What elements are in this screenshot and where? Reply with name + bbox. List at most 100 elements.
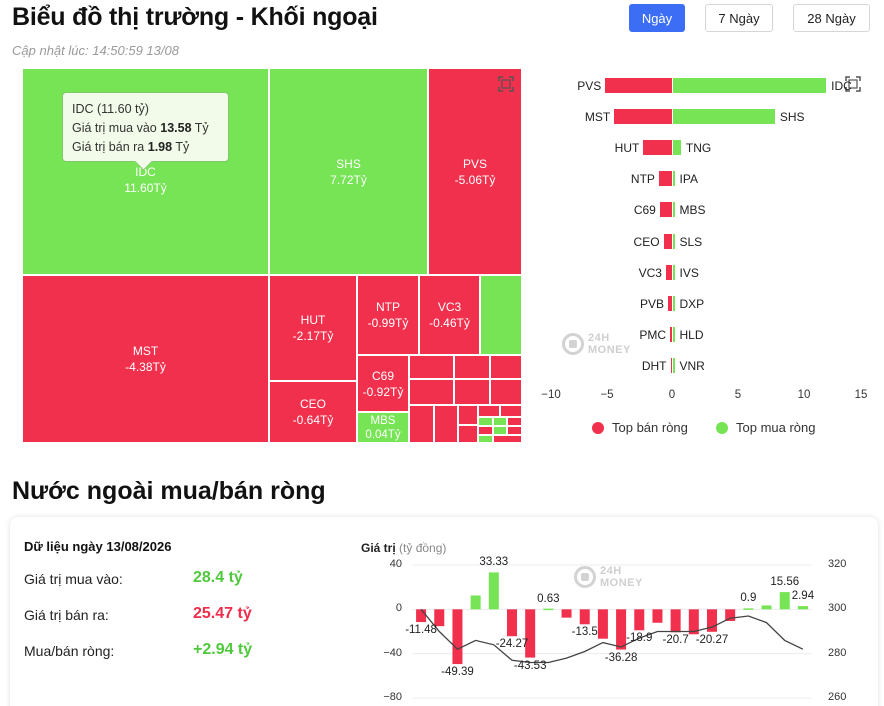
treemap-cell-small-11[interactable] bbox=[478, 405, 500, 417]
treemap-cell-value: -2.17Tỷ bbox=[292, 329, 334, 343]
legend-sell[interactable]: Top bán ròng bbox=[592, 420, 688, 435]
treemap-cell-value: -0.46Tỷ bbox=[429, 316, 470, 330]
x-tick-label: 0 bbox=[668, 389, 676, 401]
treemap-cell-small-18[interactable] bbox=[493, 426, 507, 435]
sell-bar-ceo[interactable] bbox=[663, 233, 672, 249]
treemap-cell-small-12[interactable] bbox=[500, 405, 522, 417]
tab-28-days[interactable]: 28 Ngày bbox=[793, 4, 870, 32]
chart-title-text: Giá trị bbox=[361, 541, 396, 555]
treemap-cell-small-6[interactable] bbox=[454, 379, 490, 405]
tooltip-title: IDC (11.60 tỷ) bbox=[72, 102, 149, 116]
sell-bar-pvb[interactable] bbox=[668, 295, 672, 311]
tooltip-sell-value: 1.98 bbox=[147, 140, 173, 154]
treemap-cell-small-19[interactable] bbox=[507, 426, 522, 435]
sell-code-label: PVS bbox=[577, 79, 602, 93]
watermark-line1: 24H bbox=[600, 565, 622, 577]
bar-value-label: -18.9 bbox=[626, 632, 653, 645]
sell-code-label: PVB bbox=[640, 296, 665, 311]
sell-bar-vc3[interactable] bbox=[665, 264, 672, 280]
watermark-icon bbox=[574, 566, 596, 588]
sell-bar-mst[interactable] bbox=[614, 109, 672, 125]
buy-bar-vnr[interactable] bbox=[673, 357, 675, 373]
y-tick-label: 0 bbox=[395, 602, 402, 615]
treemap-cell-value: -4.38Tỷ bbox=[125, 360, 166, 374]
bar-value-label: 33.33 bbox=[479, 556, 509, 569]
y2-tick-label: 300 bbox=[828, 602, 847, 615]
treemap-cell-mst[interactable]: MST -4.38Tỷ bbox=[22, 275, 269, 443]
tooltip-sell-label: Giá trị bán ra bbox=[72, 140, 145, 154]
sell-bar-pmc[interactable] bbox=[670, 326, 672, 342]
sell-bar-hut[interactable] bbox=[643, 140, 672, 156]
treemap-cell-vc3[interactable]: VC3 -0.46Tỷ bbox=[419, 275, 480, 355]
buy-bar-hld[interactable] bbox=[673, 326, 675, 342]
treemap-cell-small-4[interactable] bbox=[490, 355, 522, 379]
buy-bar-tng[interactable] bbox=[673, 140, 681, 156]
treemap-cell-name: HUT bbox=[300, 313, 326, 327]
buy-code-label: SHS bbox=[779, 110, 805, 125]
treemap-cell-small-9[interactable] bbox=[434, 405, 458, 443]
sell-bar-ntp[interactable] bbox=[658, 171, 672, 187]
treemap-cell-small-5[interactable] bbox=[409, 379, 454, 405]
treemap-cell-name: SHS bbox=[336, 156, 361, 171]
y-tick-label: 40 bbox=[389, 558, 402, 570]
buy-bar-shs[interactable] bbox=[673, 109, 775, 125]
treemap-cell-shs[interactable]: SHS 7.72Tỷ bbox=[269, 68, 428, 275]
treemap-cell-small-20[interactable] bbox=[478, 435, 493, 443]
sell-bar-pvs[interactable] bbox=[605, 78, 672, 93]
sell-code-label: MST bbox=[584, 110, 611, 125]
treemap-cell-ceo[interactable]: CEO -0.64Tỷ bbox=[269, 381, 357, 443]
watermark-line1: 24H bbox=[588, 332, 610, 344]
legend-buy[interactable]: Top mua ròng bbox=[716, 420, 816, 435]
y2-tick-label: 280 bbox=[828, 646, 847, 659]
treemap-cell-small-14[interactable] bbox=[478, 417, 493, 426]
tooltip-buy-label: Giá trị mua vào bbox=[72, 121, 157, 135]
buy-bar-sls[interactable] bbox=[673, 233, 675, 249]
treemap-cell-name: NTP bbox=[376, 300, 400, 314]
sell-code-label: DHT bbox=[641, 358, 667, 373]
sell-bar-c69[interactable] bbox=[659, 202, 672, 218]
fullscreen-icon[interactable] bbox=[845, 76, 861, 92]
buy-code-label: SLS bbox=[679, 234, 703, 249]
treemap-cell-ntp[interactable]: NTP -0.99Tỷ bbox=[357, 275, 419, 355]
watermark-line2: MONEY bbox=[588, 344, 631, 356]
bar-value-label: -13.5 bbox=[571, 626, 598, 639]
tab-day[interactable]: Ngày bbox=[629, 4, 685, 32]
bar-value-label: -20.7 bbox=[662, 634, 689, 647]
sell-bar-dht[interactable] bbox=[670, 357, 672, 373]
treemap-cell-small-15[interactable] bbox=[493, 417, 507, 426]
treemap-cell-small-17[interactable] bbox=[478, 426, 493, 435]
fullscreen-icon[interactable] bbox=[498, 76, 514, 92]
treemap-cell-name: MBS bbox=[370, 414, 396, 427]
buy-bar-ipa[interactable] bbox=[673, 171, 675, 187]
buy-code-label: IPA bbox=[679, 172, 698, 187]
sell-code-label: NTP bbox=[630, 172, 655, 187]
buy-code-label: HLD bbox=[679, 327, 704, 342]
treemap-cell-small-21[interactable] bbox=[493, 435, 522, 443]
buy-bar-ivs[interactable] bbox=[673, 264, 675, 280]
buy-bar-mbs[interactable] bbox=[673, 202, 675, 218]
treemap-cell-small-8[interactable] bbox=[409, 405, 434, 443]
buy-bar-idc[interactable] bbox=[673, 78, 827, 93]
treemap-cell-c69[interactable]: C69 -0.92Tỷ bbox=[357, 355, 409, 412]
bar-value-label: 15.56 bbox=[770, 576, 800, 589]
treemap-cell-small-16[interactable] bbox=[507, 417, 522, 426]
watermark-line2: MONEY bbox=[600, 577, 643, 589]
treemap-cell-small-2[interactable] bbox=[409, 355, 454, 379]
treemap-cell-mbs[interactable]: MBS 0.04Tỷ bbox=[357, 412, 409, 443]
buy-code-label: IDC bbox=[831, 79, 852, 93]
treemap-cell-small-7[interactable] bbox=[490, 379, 522, 405]
treemap-cell-hut[interactable]: HUT -2.17Tỷ bbox=[269, 275, 357, 381]
buy-code-label: MBS bbox=[679, 203, 706, 218]
tab-7-days[interactable]: 7 Ngày bbox=[705, 4, 773, 32]
buy-code-label: IVS bbox=[679, 265, 699, 280]
treemap-cell-small-13[interactable] bbox=[458, 425, 478, 443]
treemap-cell-small-3[interactable] bbox=[454, 355, 490, 379]
treemap-cell-pvs[interactable]: PVS -5.06Tỷ bbox=[428, 68, 522, 275]
treemap-cell-name: PVS bbox=[462, 156, 487, 171]
sell-code-label: PMC bbox=[639, 327, 667, 342]
treemap-cell-small-1[interactable] bbox=[480, 275, 522, 355]
treemap-cell-value: 0.04Tỷ bbox=[365, 428, 401, 441]
buy-bar-dxp[interactable] bbox=[673, 295, 675, 311]
treemap-cell-small-10[interactable] bbox=[458, 405, 478, 425]
treemap-cell-value: -5.06Tỷ bbox=[454, 172, 496, 187]
